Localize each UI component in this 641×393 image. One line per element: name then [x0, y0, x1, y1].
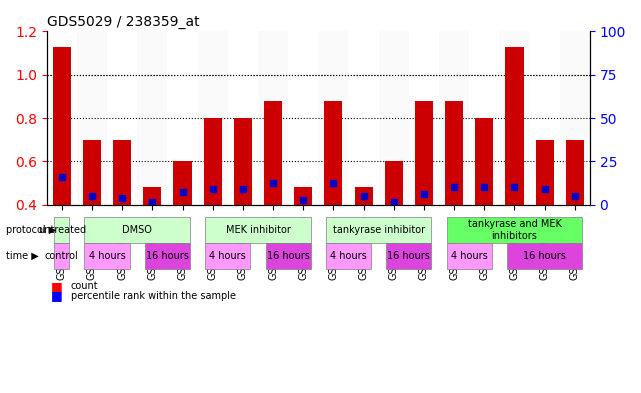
Bar	[294, 187, 312, 205]
Text: tankyrase inhibitor: tankyrase inhibitor	[333, 225, 425, 235]
Text: 4 hours: 4 hours	[330, 251, 367, 261]
Text: DMSO: DMSO	[122, 225, 152, 235]
Bar	[566, 140, 584, 205]
Bar	[264, 101, 282, 205]
Bar	[529, 31, 560, 205]
Bar	[144, 187, 162, 205]
Bar	[113, 140, 131, 205]
Bar	[197, 31, 228, 205]
Bar	[319, 31, 349, 205]
Bar	[258, 31, 288, 205]
Bar	[379, 31, 409, 205]
Bar	[137, 31, 167, 205]
Bar	[77, 31, 107, 205]
Bar	[499, 31, 529, 205]
Text: 16 hours: 16 hours	[523, 251, 566, 261]
Bar	[228, 31, 258, 205]
Bar	[83, 140, 101, 205]
Bar	[288, 31, 319, 205]
Bar	[536, 140, 554, 205]
Text: untreated: untreated	[38, 225, 86, 235]
Text: MEK inhibitor: MEK inhibitor	[226, 225, 290, 235]
Bar	[385, 162, 403, 205]
Text: GDS5029 / 238359_at: GDS5029 / 238359_at	[47, 15, 199, 29]
Bar	[204, 118, 222, 205]
Text: 4 hours: 4 hours	[451, 251, 488, 261]
Text: 16 hours: 16 hours	[146, 251, 189, 261]
Bar	[469, 31, 499, 205]
Text: protocol ▶: protocol ▶	[6, 225, 56, 235]
Bar	[349, 31, 379, 205]
Text: count: count	[71, 281, 98, 291]
Text: control: control	[45, 251, 79, 261]
Bar	[47, 31, 77, 205]
Bar	[439, 31, 469, 205]
Text: 4 hours: 4 hours	[210, 251, 246, 261]
Text: time ▶: time ▶	[6, 251, 39, 261]
Bar	[560, 31, 590, 205]
Text: tankyrase and MEK
inhibitors: tankyrase and MEK inhibitors	[467, 219, 562, 241]
Bar	[475, 118, 494, 205]
Text: 16 hours: 16 hours	[387, 251, 430, 261]
Bar	[415, 101, 433, 205]
Text: 16 hours: 16 hours	[267, 251, 310, 261]
Bar	[505, 47, 524, 205]
Text: percentile rank within the sample: percentile rank within the sample	[71, 291, 235, 301]
Bar	[409, 31, 439, 205]
Bar	[354, 187, 372, 205]
Bar	[167, 31, 197, 205]
Bar	[445, 101, 463, 205]
Text: ■: ■	[51, 290, 63, 303]
Bar	[324, 101, 342, 205]
Text: ■: ■	[51, 280, 63, 293]
Bar	[174, 162, 192, 205]
Bar	[234, 118, 252, 205]
Bar	[107, 31, 137, 205]
Text: 4 hours: 4 hours	[88, 251, 126, 261]
Bar	[53, 47, 71, 205]
